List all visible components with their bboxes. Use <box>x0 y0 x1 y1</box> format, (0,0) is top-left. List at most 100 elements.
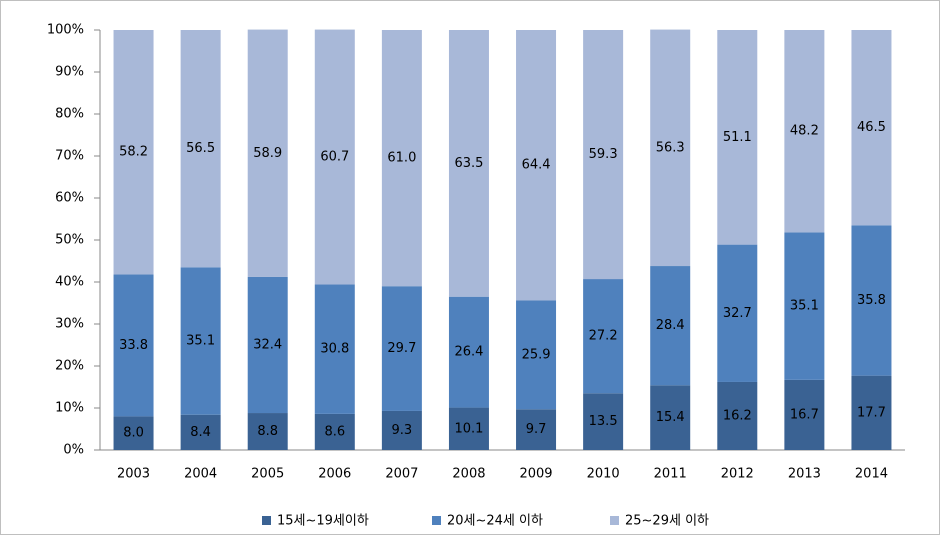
data-label: 32.7 <box>723 306 752 321</box>
data-label: 10.1 <box>454 421 483 436</box>
y-tick-label: 90% <box>55 65 84 80</box>
y-tick-label: 50% <box>55 233 84 248</box>
data-label: 13.5 <box>589 414 618 429</box>
y-tick-label: 100% <box>47 23 84 38</box>
y-tick-label: 80% <box>55 107 84 122</box>
data-label: 32.4 <box>253 338 282 353</box>
bar-segment <box>180 267 221 415</box>
data-label: 29.7 <box>387 341 416 356</box>
data-label: 27.2 <box>589 329 618 344</box>
y-tick-label: 10% <box>55 401 84 416</box>
data-label: 25.9 <box>522 347 551 362</box>
data-label: 35.1 <box>790 299 819 314</box>
data-label: 63.5 <box>454 156 483 171</box>
bar-segment <box>516 30 557 301</box>
x-tick-label: 2006 <box>318 467 351 482</box>
y-tick-label: 70% <box>55 149 84 164</box>
x-tick-label: 2011 <box>654 467 687 482</box>
data-label: 33.8 <box>119 338 148 353</box>
bar-segment <box>851 225 892 376</box>
bar-segment <box>448 296 489 408</box>
y-tick-label: 40% <box>55 275 84 290</box>
legend-label: 25~29세 이하 <box>625 514 709 529</box>
data-label: 30.8 <box>320 342 349 357</box>
x-tick-label: 2014 <box>855 467 888 482</box>
bar-segment <box>583 393 624 450</box>
bar-segment <box>516 409 557 450</box>
bar-segment <box>784 30 825 233</box>
x-tick-label: 2012 <box>721 467 754 482</box>
data-label: 64.4 <box>522 158 551 173</box>
x-tick-label: 2010 <box>587 467 620 482</box>
bar-segment <box>717 244 758 382</box>
bar-segment <box>784 232 825 380</box>
bar-segment <box>784 379 825 450</box>
data-label: 60.7 <box>320 150 349 165</box>
x-tick-label: 2009 <box>519 467 552 482</box>
bar-segment <box>448 407 489 450</box>
data-label: 9.7 <box>526 422 547 437</box>
bar-segment <box>180 414 221 450</box>
bar-segment <box>381 286 422 411</box>
data-label: 35.8 <box>857 293 886 308</box>
data-label: 56.3 <box>656 140 685 155</box>
data-label: 28.4 <box>656 318 685 333</box>
bar-segment <box>851 375 892 450</box>
legend-label: 15세~19세이하 <box>277 514 369 529</box>
data-label: 26.4 <box>454 345 483 360</box>
data-label: 16.7 <box>790 407 819 422</box>
data-label: 58.2 <box>119 145 148 160</box>
legend-swatch <box>610 516 619 525</box>
data-label: 51.1 <box>723 130 752 145</box>
bar-segment <box>650 385 691 450</box>
bar-segment <box>314 29 355 285</box>
data-label: 35.1 <box>186 334 215 349</box>
bar-segment <box>448 30 489 297</box>
data-label: 15.4 <box>656 410 685 425</box>
data-label: 8.4 <box>190 425 211 440</box>
bar-segment <box>247 413 288 450</box>
bar-segment <box>650 266 691 386</box>
bar-segment <box>851 30 892 226</box>
bar-segment <box>247 276 288 414</box>
bar-segment <box>516 300 557 410</box>
data-label: 16.2 <box>723 408 752 423</box>
x-tick-label: 2013 <box>788 467 821 482</box>
x-tick-label: 2004 <box>184 467 217 482</box>
data-label: 48.2 <box>790 124 819 139</box>
bar-segment <box>113 30 154 275</box>
x-tick-label: 2003 <box>117 467 150 482</box>
data-label: 46.5 <box>857 120 886 135</box>
bar-segment <box>381 410 422 450</box>
bar-segment <box>650 29 691 267</box>
bar-segment <box>717 30 758 245</box>
data-label: 9.3 <box>392 423 413 438</box>
legend-label: 20세~24세 이하 <box>447 514 543 529</box>
x-tick-label: 2005 <box>251 467 284 482</box>
x-tick-label: 2007 <box>385 467 418 482</box>
bar-segment <box>583 30 624 280</box>
y-tick-label: 0% <box>63 443 84 458</box>
bar-segment <box>113 274 154 417</box>
bar-segment <box>583 279 624 394</box>
y-tick-label: 60% <box>55 191 84 206</box>
y-tick-label: 30% <box>55 317 84 332</box>
bar-segment <box>247 29 288 277</box>
data-label: 8.0 <box>123 426 144 441</box>
y-tick-label: 20% <box>55 359 84 374</box>
bar-segment <box>180 30 221 268</box>
bar-segment <box>314 284 355 414</box>
data-label: 58.9 <box>253 146 282 161</box>
data-label: 8.8 <box>257 424 278 439</box>
x-tick-label: 2008 <box>452 467 485 482</box>
data-label: 59.3 <box>589 147 618 162</box>
bar-segment <box>314 413 355 450</box>
data-label: 61.0 <box>387 151 416 166</box>
data-label: 17.7 <box>857 405 886 420</box>
legend-swatch <box>432 516 441 525</box>
data-label: 56.5 <box>186 141 215 156</box>
bar-segment <box>113 416 154 450</box>
legend-swatch <box>262 516 271 525</box>
data-label: 8.6 <box>324 424 345 439</box>
